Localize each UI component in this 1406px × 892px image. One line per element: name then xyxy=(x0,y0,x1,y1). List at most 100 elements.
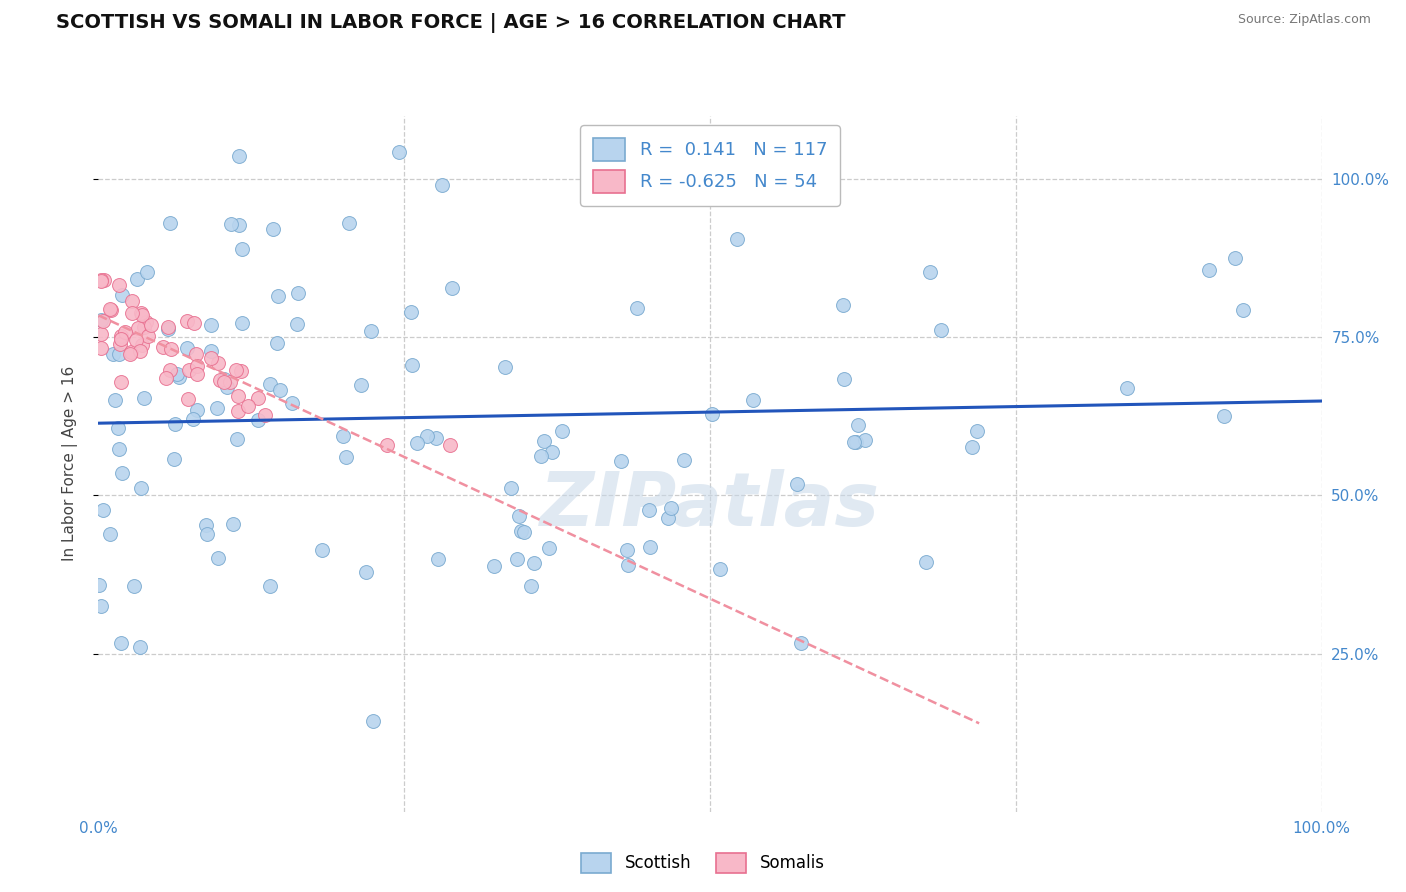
Point xyxy=(1212,409,1234,424)
Point xyxy=(132,320,155,334)
Point xyxy=(657,511,679,525)
Point xyxy=(200,343,222,358)
Point xyxy=(425,431,447,445)
Point xyxy=(169,370,191,384)
Legend: Scottish, Somalis: Scottish, Somalis xyxy=(575,847,831,880)
Point xyxy=(184,347,207,361)
Point xyxy=(90,273,112,287)
Point xyxy=(90,341,112,355)
Point xyxy=(90,599,112,613)
Point xyxy=(388,145,411,159)
Point xyxy=(87,577,110,591)
Point xyxy=(155,371,177,385)
Point xyxy=(120,345,142,359)
Point xyxy=(129,344,152,359)
Point xyxy=(1198,263,1220,277)
Point xyxy=(124,579,146,593)
Point xyxy=(238,399,260,413)
Point xyxy=(108,347,131,361)
Point xyxy=(610,454,633,468)
Point xyxy=(616,542,638,557)
Point xyxy=(259,376,281,391)
Point xyxy=(247,391,270,405)
Point xyxy=(617,558,640,572)
Point xyxy=(212,372,235,386)
Point xyxy=(121,293,143,308)
Point xyxy=(269,384,291,398)
Point xyxy=(786,476,808,491)
Point xyxy=(499,481,522,495)
Point xyxy=(405,436,427,450)
Point xyxy=(426,551,449,566)
Point xyxy=(159,215,181,229)
Point xyxy=(254,409,277,423)
Point xyxy=(508,509,530,524)
Point xyxy=(401,305,423,319)
Point xyxy=(285,318,308,332)
Point xyxy=(262,222,284,236)
Point xyxy=(520,579,543,593)
Point xyxy=(228,389,250,403)
Point xyxy=(709,561,731,575)
Point xyxy=(530,449,553,463)
Point xyxy=(111,467,134,481)
Point xyxy=(91,314,114,328)
Point xyxy=(120,347,142,361)
Point xyxy=(176,342,198,356)
Point xyxy=(661,501,683,516)
Point xyxy=(141,318,163,332)
Point xyxy=(929,323,952,337)
Point xyxy=(637,503,659,517)
Point xyxy=(226,403,249,417)
Point xyxy=(846,418,869,433)
Y-axis label: In Labor Force | Age > 16: In Labor Force | Age > 16 xyxy=(62,367,77,561)
Point xyxy=(93,273,115,287)
Point xyxy=(439,438,461,452)
Point xyxy=(176,313,198,327)
Point xyxy=(915,555,938,569)
Point xyxy=(111,288,134,302)
Point xyxy=(482,559,505,574)
Point xyxy=(125,333,148,347)
Point xyxy=(332,429,354,443)
Point xyxy=(287,285,309,300)
Point xyxy=(90,313,112,327)
Point xyxy=(200,351,222,366)
Point xyxy=(114,325,136,339)
Point xyxy=(207,356,229,370)
Point xyxy=(166,367,188,381)
Point xyxy=(205,401,228,415)
Point xyxy=(195,527,218,541)
Point xyxy=(1232,303,1254,318)
Point xyxy=(831,298,853,312)
Point xyxy=(129,640,152,654)
Point xyxy=(550,424,572,438)
Point xyxy=(1223,251,1246,265)
Point xyxy=(416,429,439,443)
Point xyxy=(844,435,866,450)
Point xyxy=(673,452,696,467)
Point xyxy=(228,218,250,232)
Point xyxy=(152,340,174,354)
Point xyxy=(541,445,564,459)
Point xyxy=(267,289,290,303)
Point xyxy=(131,309,153,323)
Point xyxy=(200,318,222,333)
Point xyxy=(247,413,270,427)
Point xyxy=(832,372,855,386)
Point xyxy=(401,358,423,372)
Point xyxy=(337,216,360,230)
Point xyxy=(100,301,122,316)
Point xyxy=(266,336,288,351)
Point xyxy=(135,315,157,329)
Point xyxy=(229,364,252,378)
Point xyxy=(179,362,201,376)
Point xyxy=(136,265,159,279)
Point xyxy=(156,320,179,334)
Point xyxy=(960,441,983,455)
Point xyxy=(90,327,112,342)
Point xyxy=(186,403,208,417)
Point xyxy=(186,367,208,381)
Point xyxy=(626,301,648,315)
Point xyxy=(98,527,121,541)
